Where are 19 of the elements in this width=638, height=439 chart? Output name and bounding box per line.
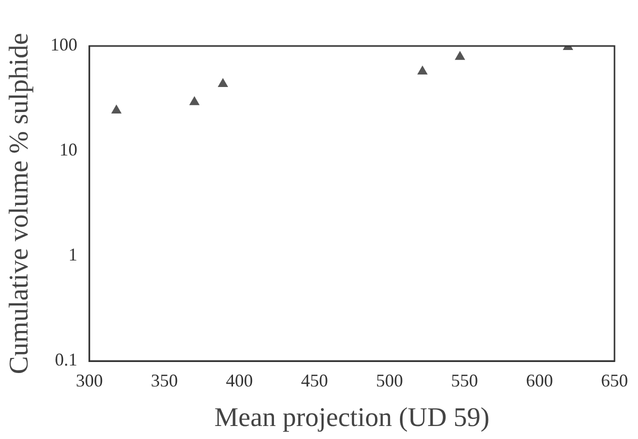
x-tick-label: 400 xyxy=(226,370,253,391)
x-tick-label: 600 xyxy=(526,370,553,391)
y-axis-title: Cumulative volume % sulphide xyxy=(3,32,34,374)
point xyxy=(455,51,465,60)
x-tick-label: 650 xyxy=(601,370,628,391)
y-tick-label: 100 xyxy=(50,34,78,55)
x-tick-label: 500 xyxy=(376,370,403,391)
point xyxy=(190,96,200,106)
x-tick-label: 300 xyxy=(76,370,103,391)
y-tick-label: 10 xyxy=(59,140,78,160)
point xyxy=(112,105,122,114)
x-tick-label: 550 xyxy=(450,370,478,391)
x-axis-title: Mean projection (UD 59) xyxy=(214,402,490,432)
x-tick-label: 450 xyxy=(300,370,328,391)
point xyxy=(418,66,428,74)
y-tick-label: 1 xyxy=(68,244,78,265)
y-tick-label: 0.1 xyxy=(54,350,78,370)
x-tick-label: 350 xyxy=(150,370,178,391)
point xyxy=(218,78,228,87)
